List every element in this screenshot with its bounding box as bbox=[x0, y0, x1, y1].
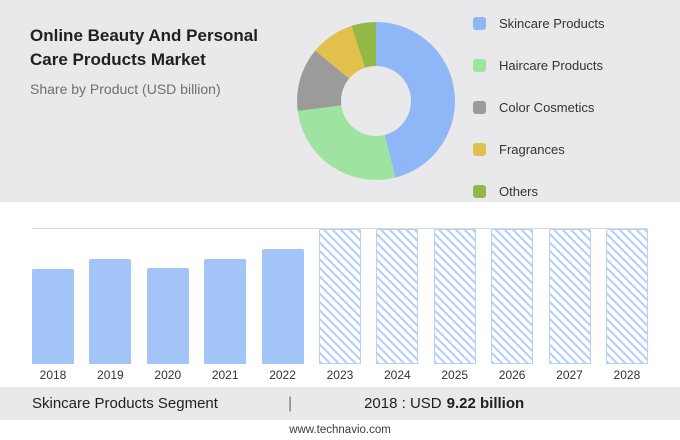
donut-chart bbox=[297, 22, 455, 180]
header: Online Beauty And Personal Care Products… bbox=[30, 24, 290, 97]
legend-swatch bbox=[473, 184, 486, 198]
top-panel: Online Beauty And Personal Care Products… bbox=[0, 0, 680, 202]
forecast-bar bbox=[433, 229, 476, 364]
legend-item: Color Cosmetics bbox=[473, 97, 605, 117]
x-axis-label: 2019 bbox=[97, 368, 124, 382]
x-axis-label: 2025 bbox=[441, 368, 469, 382]
historic-bar bbox=[89, 258, 132, 364]
bar-plot bbox=[32, 228, 648, 364]
legend-swatch bbox=[473, 142, 486, 156]
donut-hole bbox=[341, 66, 411, 136]
legend-swatch bbox=[473, 100, 486, 114]
forecast-bar bbox=[491, 229, 534, 364]
historic-bar bbox=[204, 259, 247, 364]
page-title-line1: Online Beauty And Personal bbox=[30, 26, 258, 45]
bar-column bbox=[605, 229, 648, 364]
separator: | bbox=[287, 394, 293, 412]
legend-label: Fragrances bbox=[499, 141, 565, 157]
legend-label: Haircare Products bbox=[499, 57, 604, 73]
page-title-line2: Care Products Market bbox=[30, 50, 206, 69]
bar-column bbox=[376, 229, 419, 364]
stat-prefix: 2018 : USD bbox=[364, 395, 442, 412]
x-axis-label: 2027 bbox=[556, 368, 583, 382]
legend-item: Haircare Products bbox=[473, 55, 605, 75]
x-axis-label: 2018 bbox=[39, 368, 67, 382]
historic-bar bbox=[146, 268, 189, 364]
bar-column bbox=[491, 229, 534, 364]
bar-column bbox=[433, 229, 476, 364]
stat-text: 2018 : USD 9.22 billion bbox=[364, 395, 524, 412]
bar-chart-section: 2018 2019 2020 2021 2022 2023 2024 2025 2026 2027… bbox=[0, 202, 680, 387]
forecast-bar bbox=[376, 229, 419, 364]
bar-column bbox=[32, 229, 74, 364]
bar-column bbox=[261, 229, 304, 364]
bar-column bbox=[204, 229, 247, 364]
legend-item: Others bbox=[473, 181, 605, 201]
x-axis-label: 2020 bbox=[154, 368, 182, 382]
forecast-bar bbox=[318, 229, 361, 364]
x-axis-label: 2023 bbox=[326, 368, 354, 382]
legend-swatch bbox=[473, 58, 486, 72]
bar-column bbox=[318, 229, 361, 364]
x-axis-label: 2021 bbox=[211, 368, 239, 382]
legend-item: Fragrances bbox=[473, 139, 605, 159]
historic-bar bbox=[32, 269, 74, 364]
page-subtitle: Share by Product (USD billion) bbox=[30, 81, 221, 97]
bar-column bbox=[146, 229, 189, 364]
forecast-bar bbox=[605, 229, 648, 364]
footer: www.technavio.com bbox=[0, 420, 680, 440]
x-axis-label: 2026 bbox=[498, 368, 526, 382]
bottom-strip: Skincare Products Segment | 2018 : USD 9.… bbox=[0, 387, 680, 420]
x-axis-label: 2024 bbox=[383, 368, 411, 382]
x-axis-label: 2022 bbox=[269, 368, 296, 382]
legend-label: Skincare Products bbox=[499, 15, 605, 31]
legend: Skincare Products Haircare Products Color … bbox=[473, 13, 605, 223]
forecast-bar bbox=[548, 229, 591, 364]
x-axis-label: 2028 bbox=[613, 368, 641, 382]
bar-labels: 2018 2019 2020 2021 2022 2023 2024 2025 2026 2027… bbox=[32, 368, 648, 382]
stat-value: 9.22 billion bbox=[446, 395, 525, 412]
legend-swatch bbox=[473, 16, 486, 30]
website-text: www.technavio.com bbox=[289, 424, 391, 436]
segment-label: Skincare Products Segment bbox=[32, 395, 218, 412]
legend-label: Others bbox=[499, 183, 539, 199]
historic-bar bbox=[261, 248, 304, 364]
legend-item: Skincare Products bbox=[473, 13, 605, 33]
bar-column bbox=[89, 229, 132, 364]
bar-column bbox=[548, 229, 591, 364]
legend-label: Color Cosmetics bbox=[499, 99, 595, 115]
